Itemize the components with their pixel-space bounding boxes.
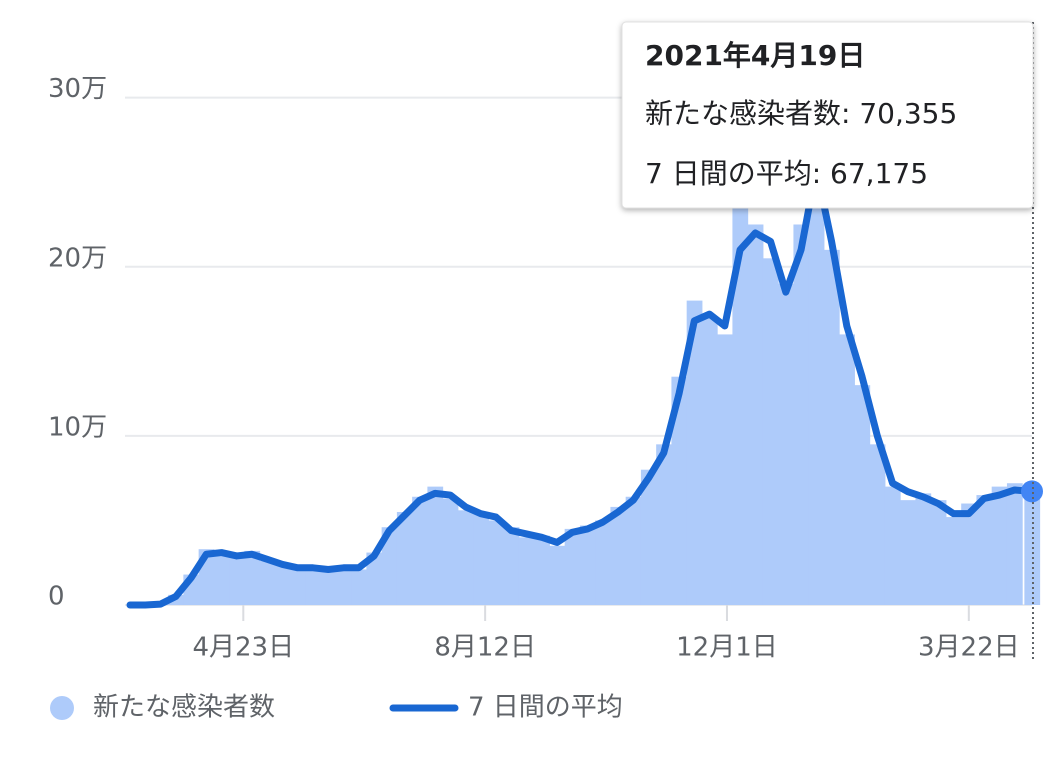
- tooltip-title: 2021年4月19日: [645, 39, 865, 72]
- bar: [274, 562, 291, 605]
- bar: [259, 561, 276, 605]
- bar: [854, 385, 871, 605]
- bar: [229, 557, 245, 605]
- y-tick-label: 10万: [48, 412, 107, 442]
- bar: [595, 520, 611, 605]
- bar: [793, 224, 810, 605]
- bar: [625, 496, 642, 605]
- bar: [503, 527, 520, 605]
- bar: [884, 486, 901, 605]
- bar: [930, 500, 947, 605]
- bar: [427, 486, 444, 605]
- bar: [778, 283, 794, 605]
- tooltip-line: 7 日間の平均: 67,175: [645, 157, 928, 190]
- bar: [976, 495, 993, 605]
- hover-point: [1021, 480, 1043, 503]
- bar: [839, 334, 855, 605]
- bar: [762, 258, 779, 605]
- bar: [396, 511, 413, 605]
- bar: [640, 469, 657, 605]
- bar: [564, 528, 581, 605]
- plot-area: 0 10万 20万 30万 4月23日 8月12日 12月1日 3月22日: [48, 74, 1043, 663]
- bar: [991, 486, 1008, 605]
- bar: [412, 496, 428, 605]
- legend-swatch: [50, 696, 74, 720]
- bar: [305, 566, 322, 605]
- y-tick-label: 30万: [48, 74, 107, 104]
- x-tick-label: 3月22日: [918, 633, 1020, 663]
- x-tick-label: 4月23日: [192, 633, 294, 663]
- bar: [488, 520, 505, 605]
- bar: [808, 139, 825, 606]
- bar: [335, 566, 352, 605]
- x-tick-label: 12月1日: [676, 633, 778, 663]
- bar: [961, 503, 977, 605]
- bar: [381, 527, 398, 605]
- bar: [473, 511, 489, 605]
- bar: [869, 444, 886, 605]
- bar: [366, 552, 383, 605]
- bar: [900, 500, 916, 605]
- y-tick-label: 0: [48, 582, 65, 612]
- bar: [823, 249, 840, 605]
- bar: [747, 224, 764, 605]
- bar: [717, 334, 733, 605]
- bar: [290, 569, 306, 605]
- bar: [518, 537, 535, 605]
- bar: [244, 550, 261, 605]
- bar: [1024, 486, 1041, 605]
- x-tick-label: 8月12日: [434, 633, 536, 663]
- bar: [351, 569, 367, 605]
- legend-label: 新たな感染者数: [93, 693, 275, 723]
- bar: [732, 207, 749, 605]
- bar: [915, 493, 932, 605]
- bar: [701, 317, 718, 605]
- bar: [686, 300, 703, 605]
- bar: [442, 498, 459, 605]
- bar: [945, 517, 962, 605]
- tooltip-box: [621, 21, 1034, 209]
- bar: [656, 444, 672, 605]
- bar: [1006, 483, 1023, 605]
- average-line: [126, 165, 1036, 609]
- bar: [213, 554, 230, 605]
- y-tick-label: 20万: [48, 243, 107, 273]
- bar: [549, 545, 566, 605]
- bar: [671, 376, 688, 605]
- tooltip: 2021年4月19日 新たな感染者数: 70,355 7 日間の平均: 67,1…: [621, 21, 1034, 209]
- bar: [457, 510, 474, 605]
- bar: [534, 535, 550, 605]
- legend-label: 7 日間の平均: [468, 693, 623, 723]
- bar: [320, 571, 337, 605]
- bar: [610, 506, 627, 605]
- bar: [579, 525, 596, 605]
- legend: 新たな感染者数 7 日間の平均: [50, 693, 623, 723]
- tooltip-line: 新たな感染者数: 70,355: [645, 97, 957, 130]
